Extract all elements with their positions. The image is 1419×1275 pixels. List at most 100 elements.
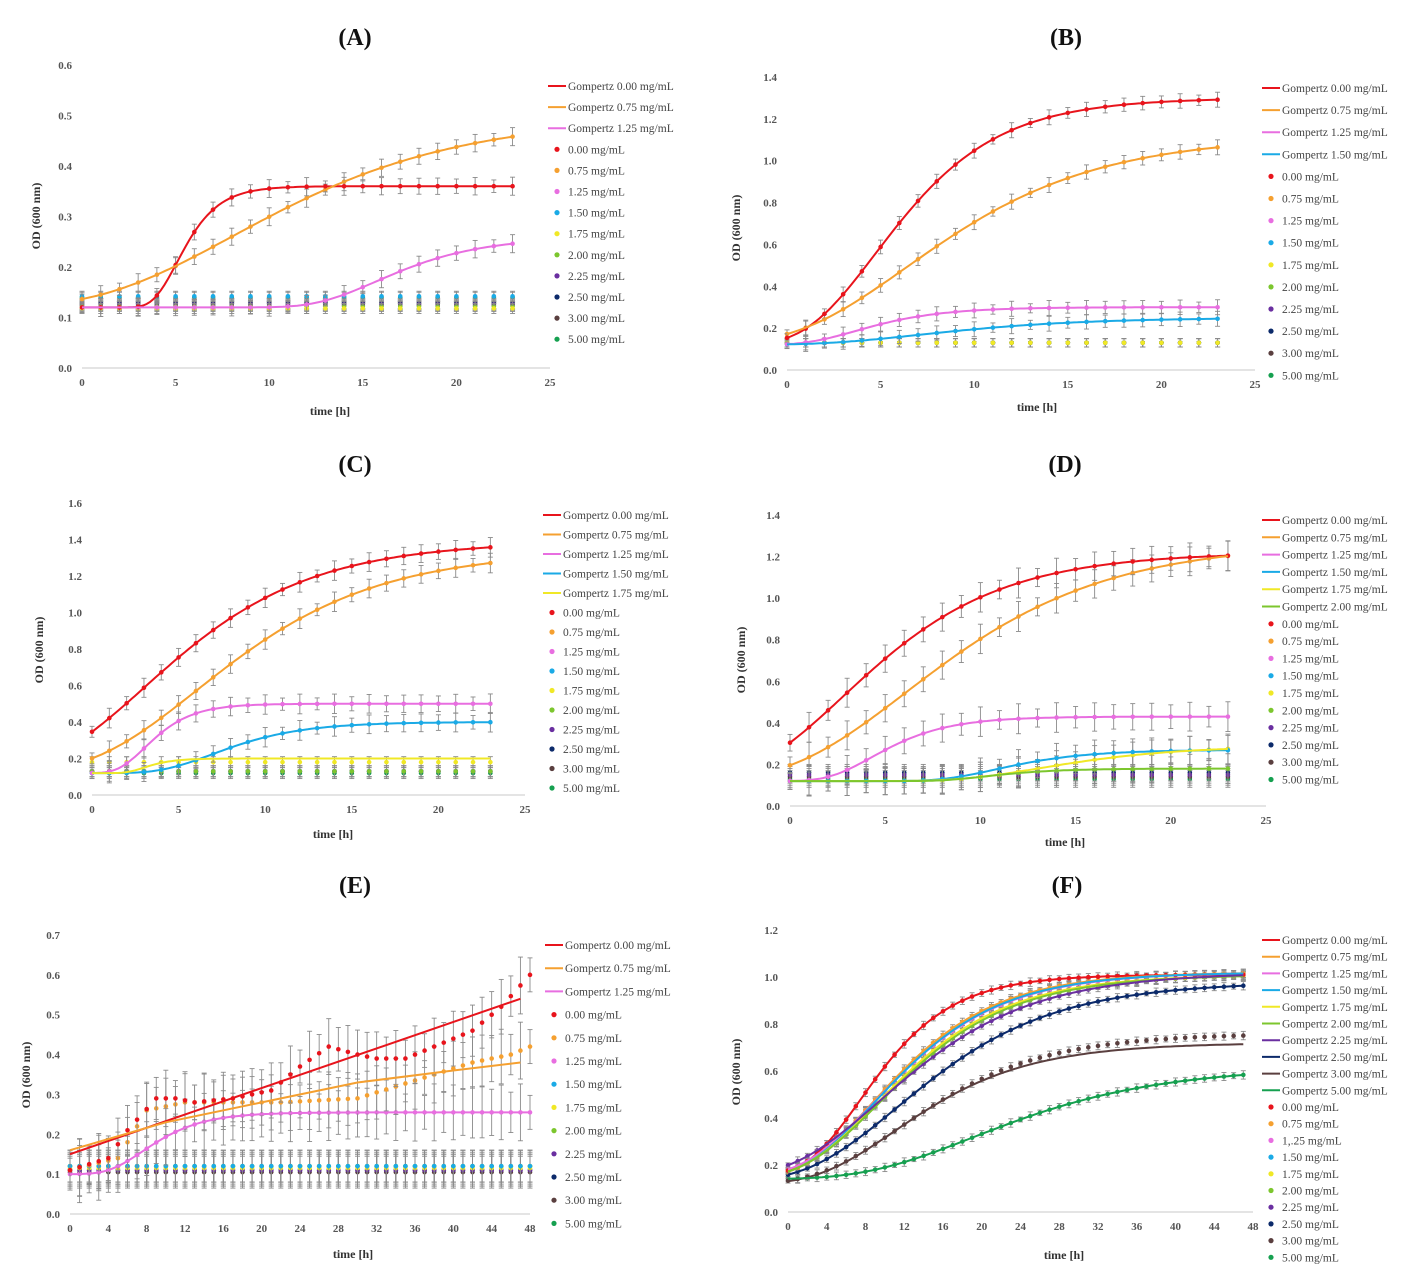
legend-marker-swatch <box>1268 372 1274 378</box>
y-tick-label: 0.4 <box>766 718 780 730</box>
legend-entry: 5.00 mg/mL <box>563 783 620 795</box>
legend-entry: 3.00 mg/mL <box>1282 757 1339 769</box>
data-point <box>1177 340 1183 346</box>
y-tick-label: 0.6 <box>46 970 60 982</box>
series-3.00-points <box>787 768 1231 786</box>
x-tick-label: 28 <box>333 1223 345 1235</box>
legend-marker-swatch <box>1268 284 1274 290</box>
data-point <box>228 768 233 774</box>
legend-entry: Gompertz 1.25 mg/mL <box>568 123 674 135</box>
x-tick-label: 0 <box>79 377 85 389</box>
legend-entry: Gompertz 1.25 mg/mL <box>563 549 669 561</box>
y-tick-label: 1.4 <box>68 535 82 547</box>
legend-marker-swatch <box>554 146 560 152</box>
data-point <box>436 759 441 765</box>
legend-marker-swatch <box>554 167 560 173</box>
data-points <box>67 956 533 1204</box>
y-tick-label: 0.2 <box>763 323 777 335</box>
x-tick-label: 40 <box>448 1223 460 1235</box>
legend-entry: 2.00 mg/mL <box>1282 282 1339 294</box>
data-point <box>510 306 515 311</box>
series-0.75-points <box>79 127 516 305</box>
data-point <box>470 768 476 774</box>
y-tick-label: 0.8 <box>766 635 780 647</box>
data-point <box>397 293 403 299</box>
chart-panel-e: (E)0.00.10.20.30.40.50.60.70 4 8 12 16 20 24 28… <box>19 873 671 1261</box>
x-tick-label: 44 <box>486 1223 498 1235</box>
data-point <box>401 768 407 774</box>
data-point <box>192 293 197 299</box>
x-tick-label: 4 <box>106 1223 112 1235</box>
y-tick-label: 1.2 <box>766 552 780 564</box>
y-tick-label: 0.4 <box>68 717 82 729</box>
data-point <box>453 759 459 765</box>
legend-entry: 5.00 mg/mL <box>1282 775 1339 787</box>
legend-entry: 2.50 mg/mL <box>1282 740 1339 752</box>
legend-entry: 3.00 mg/mL <box>568 313 625 325</box>
legend-marker-swatch <box>554 315 560 321</box>
y-axis-label: OD (600 nm) <box>32 617 46 684</box>
legend-entry: Gompertz 0.75 mg/mL <box>568 102 674 114</box>
data-point <box>297 759 303 765</box>
x-tick-label: 10 <box>975 815 987 827</box>
fit-line-0.00 <box>91 546 491 733</box>
data-point <box>416 293 422 299</box>
series-0.00-points <box>79 176 516 317</box>
y-tick-label: 1.2 <box>68 571 82 583</box>
fit-line-0.75 <box>91 562 491 760</box>
data-point <box>280 759 285 765</box>
x-tick-label: 0 <box>787 815 793 827</box>
series-1.75-points <box>787 733 1231 797</box>
legend-entry: Gompertz 0.75 mg/mL <box>563 530 669 542</box>
x-tick-label: 25 <box>1261 815 1273 827</box>
y-axis-label: OD (600 nm) <box>729 195 743 262</box>
data-points <box>787 540 1231 797</box>
data-point <box>245 768 251 774</box>
fit-line-1.50 <box>92 721 491 775</box>
y-tick-label: 0.2 <box>58 262 72 274</box>
legend-marker-swatch <box>549 765 555 772</box>
y-tick-label: 0.5 <box>46 1010 60 1022</box>
y-tick-label: 1.0 <box>68 608 82 620</box>
data-point <box>488 768 493 774</box>
x-axis-label: time [h] <box>1045 835 1085 849</box>
data-point <box>416 306 422 311</box>
chart-panel-b: (B) 0.0 0.2 0.4 0.6 0.8 1.0 1.2 1.4 0 5 10 15 20 25 tim… <box>729 25 1388 414</box>
fit-line-1.25 <box>786 306 1218 346</box>
legend-entry: 1.50 mg/mL <box>1282 238 1339 250</box>
y-tick-label: 1.4 <box>763 72 777 84</box>
chart-panel-d: (D) 0.0 0.2 0.4 0.6 0.8 1.0 1.2 1.4 0 5 10 15 20 25 tim… <box>734 452 1388 849</box>
data-point <box>341 306 347 311</box>
x-tick-label: 0 <box>89 804 95 816</box>
y-tick-label: 1.0 <box>763 156 777 168</box>
series-2.50-points <box>784 338 1221 348</box>
x-tick-label: 36 <box>410 1223 422 1235</box>
data-point <box>360 293 366 299</box>
legend-entry: 2.00 mg/mL <box>568 250 625 262</box>
legend: Gompertz 0.00 mg/mL Gompertz 0.75 mg/mL Go… <box>1262 83 1388 382</box>
data-point <box>990 340 996 346</box>
series-5.00-points <box>79 291 516 303</box>
legend-entry: 2.50 mg/mL <box>563 744 620 756</box>
y-axis-label: OD (600 nm) <box>29 183 43 250</box>
y-tick-label: 0.2 <box>46 1129 60 1141</box>
data-point <box>384 759 389 765</box>
data-point <box>418 759 424 765</box>
y-tick-label: 0.6 <box>763 239 777 251</box>
chart-panel-a: (A) 0.0 0.1 0.2 0.3 0.4 0.5 0.6 0 5 10 15 20 25 time [… <box>29 25 674 418</box>
fit-line-0.00 <box>789 554 1228 744</box>
data-point <box>1046 340 1052 346</box>
legend-marker-swatch <box>1268 776 1274 783</box>
fit-line-1.25 <box>789 715 1228 782</box>
legend-marker-swatch <box>1268 621 1274 627</box>
fit-line-0.00 <box>786 98 1218 339</box>
legend-entry: Gompertz 0.00 mg/mL <box>563 510 669 522</box>
data-point <box>1196 340 1202 346</box>
legend-entry: 1.25 mg/mL <box>568 187 625 199</box>
x-tick-label: 24 <box>295 1223 307 1235</box>
data-point <box>366 759 372 765</box>
x-tick-label: 0 <box>784 379 790 391</box>
y-tick-label: 0.6 <box>58 60 72 72</box>
legend-marker-swatch <box>549 648 555 655</box>
data-point <box>349 759 355 765</box>
